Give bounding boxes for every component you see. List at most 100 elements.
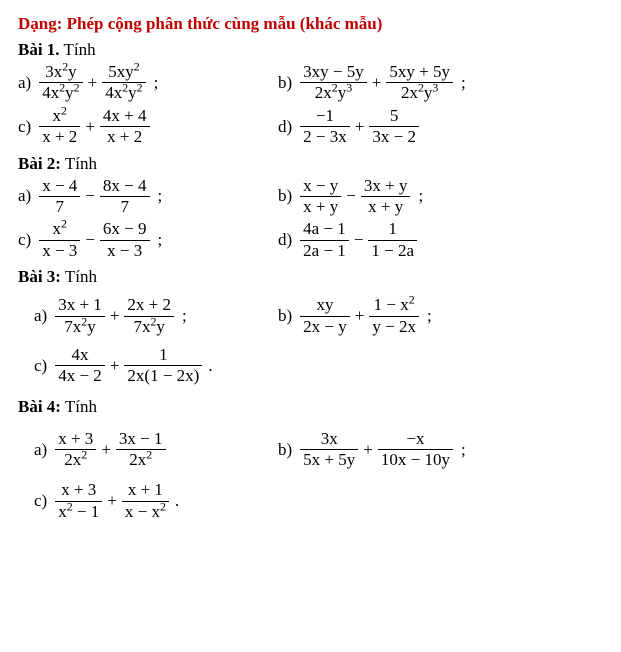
operator: +: [88, 73, 98, 93]
end-mark: ;: [182, 306, 187, 326]
label-b: b): [278, 440, 292, 460]
fraction: xy2x − y: [300, 295, 350, 337]
fraction: −12 − 3x: [300, 106, 350, 148]
operator: +: [363, 440, 373, 460]
label-c: c): [18, 230, 31, 250]
bai1-row2: c) x2x + 2 + 4x + 4x + 2 d) −12 − 3x + 5…: [18, 106, 603, 148]
bai1-a: a) 3x2y4x2y2 + 5xy24x2y2 ;: [18, 62, 278, 104]
operator: +: [85, 117, 95, 137]
bai-3-text: Tính: [61, 267, 97, 286]
bai-2-text: Tính: [61, 154, 97, 173]
bai3-b: b) xy2x − y + 1 − x2y − 2x ;: [278, 295, 432, 337]
fraction: 12x(1 − 2x): [124, 345, 202, 387]
bai-4-label: Bài 4:: [18, 397, 61, 416]
label-b: b): [278, 73, 292, 93]
fraction: 3x − 12x2: [116, 429, 166, 471]
fraction: x2x − 3: [39, 219, 80, 261]
label-a: a): [34, 440, 47, 460]
bai2-row1: a) x − 47 − 8x − 47 ; b) x − yx + y − 3x…: [18, 176, 603, 218]
fraction: 8x − 47: [100, 176, 150, 218]
operator: −: [85, 186, 95, 206]
operator: +: [107, 491, 117, 511]
fraction: 5xy24x2y2: [102, 62, 145, 104]
bai-4-text: Tính: [61, 397, 97, 416]
bai-1-text: Tính: [60, 40, 96, 59]
bai1-b: b) 3xy − 5y2x2y3 + 5xy + 5y2x2y3 ;: [278, 62, 466, 104]
end-mark: ;: [427, 306, 432, 326]
bai2-b: b) x − yx + y − 3x + yx + y ;: [278, 176, 423, 218]
bai-1-label: Bài 1.: [18, 40, 60, 59]
operator: −: [354, 230, 364, 250]
operator: −: [346, 186, 356, 206]
bai3-row1: a) 3x + 17x2y + 2x + 27x2y ; b) xy2x − y…: [18, 295, 603, 337]
operator: +: [372, 73, 382, 93]
fraction: 2x + 27x2y: [124, 295, 174, 337]
end-mark: ;: [461, 73, 466, 93]
operator: +: [355, 117, 365, 137]
fraction: 1 − x2y − 2x: [369, 295, 419, 337]
end-mark: ;: [461, 440, 466, 460]
fraction: 3xy − 5y2x2y3: [300, 62, 367, 104]
bai2-a: a) x − 47 − 8x − 47 ;: [18, 176, 278, 218]
fraction: x + 1x − x2: [122, 480, 169, 522]
bai4-c: c) x + 3x2 − 1 + x + 1x − x2 .: [18, 480, 294, 522]
fraction: x + 3x2 − 1: [55, 480, 102, 522]
fraction: 4a − 12a − 1: [300, 219, 349, 261]
bai3-row2: c) 4x4x − 2 + 12x(1 − 2x) .: [18, 345, 603, 387]
label-c: c): [18, 117, 31, 137]
end-mark: ;: [158, 230, 163, 250]
label-c: c): [34, 356, 47, 376]
bai-4-heading: Bài 4: Tính: [18, 397, 603, 417]
fraction: 3x5x + 5y: [300, 429, 358, 471]
label-a: a): [18, 73, 31, 93]
fraction: 4x4x − 2: [55, 345, 105, 387]
fraction: x + 32x2: [55, 429, 96, 471]
bai2-row2: c) x2x − 3 − 6x − 9x − 3 ; d) 4a − 12a −…: [18, 219, 603, 261]
bai-2-label: Bài 2:: [18, 154, 61, 173]
fraction: 53x − 2: [369, 106, 419, 148]
end-mark: .: [175, 491, 179, 511]
fraction: x − yx + y: [300, 176, 341, 218]
label-a: a): [34, 306, 47, 326]
bai4-row1: a) x + 32x2 + 3x − 12x2 b) 3x5x + 5y + −…: [18, 429, 603, 471]
fraction: −x10x − 10y: [378, 429, 453, 471]
bai-3-label: Bài 3:: [18, 267, 61, 286]
label-b: b): [278, 186, 292, 206]
label-d: d): [278, 230, 292, 250]
label-c: c): [34, 491, 47, 511]
bai-3-heading: Bài 3: Tính: [18, 267, 603, 287]
operator: +: [110, 356, 120, 376]
end-mark: ;: [154, 73, 159, 93]
end-mark: .: [208, 356, 212, 376]
fraction: 6x − 9x − 3: [100, 219, 150, 261]
fraction: 4x + 4x + 2: [100, 106, 150, 148]
bai3-a: a) 3x + 17x2y + 2x + 27x2y ;: [18, 295, 278, 337]
bai1-d: d) −12 − 3x + 53x − 2: [278, 106, 427, 148]
bai1-c: c) x2x + 2 + 4x + 4x + 2: [18, 106, 278, 148]
end-mark: ;: [158, 186, 163, 206]
end-mark: ;: [418, 186, 423, 206]
bai2-c: c) x2x − 3 − 6x − 9x − 3 ;: [18, 219, 278, 261]
bai2-d: d) 4a − 12a − 1 − 11 − 2a: [278, 219, 425, 261]
fraction: x − 47: [39, 176, 80, 218]
fraction: 3x2y4x2y2: [39, 62, 82, 104]
fraction: 3x + 17x2y: [55, 295, 105, 337]
bai1-row1: a) 3x2y4x2y2 + 5xy24x2y2 ; b) 3xy − 5y2x…: [18, 62, 603, 104]
operator: +: [355, 306, 365, 326]
section-title: Dạng: Phép cộng phân thức cùng mẫu (khác…: [18, 14, 603, 34]
bai3-c: c) 4x4x − 2 + 12x(1 − 2x) .: [18, 345, 294, 387]
bai4-a: a) x + 32x2 + 3x − 12x2: [18, 429, 278, 471]
bai-1-heading: Bài 1. Tính: [18, 40, 603, 60]
bai4-b: b) 3x5x + 5y + −x10x − 10y ;: [278, 429, 466, 471]
label-a: a): [18, 186, 31, 206]
fraction: 3x + yx + y: [361, 176, 411, 218]
fraction: x2x + 2: [39, 106, 80, 148]
fraction: 5xy + 5y2x2y3: [386, 62, 453, 104]
bai4-row2: c) x + 3x2 − 1 + x + 1x − x2 .: [18, 480, 603, 522]
operator: +: [110, 306, 120, 326]
bai-2-heading: Bài 2: Tính: [18, 154, 603, 174]
fraction: 11 − 2a: [368, 219, 417, 261]
label-d: d): [278, 117, 292, 137]
operator: −: [85, 230, 95, 250]
operator: +: [101, 440, 111, 460]
